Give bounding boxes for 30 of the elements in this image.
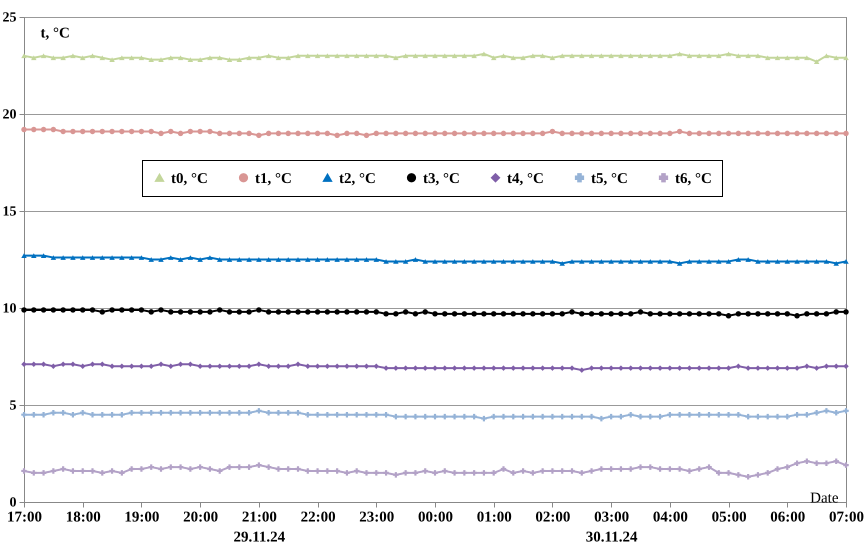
x-tick-label: 07:00: [829, 510, 864, 526]
x-tick-label: 00:00: [418, 510, 453, 526]
legend-label: t0, °C: [171, 170, 208, 187]
x-tick-label: 05:00: [712, 510, 747, 526]
y-tick-label: 10: [2, 302, 16, 316]
x-tick-label: 04:00: [652, 510, 688, 526]
x-tick-label: 06:00: [770, 510, 806, 526]
x-tick-label: 01:00: [476, 510, 512, 526]
x-tick-label: 23:00: [359, 510, 394, 526]
x-tick-label: 18:00: [66, 510, 101, 526]
x-tick-label: 21:00 29.11.24: [234, 510, 286, 546]
y-axis-title: t, °C: [40, 26, 70, 42]
legend-label: t6, °C: [675, 170, 712, 187]
x-tick-label: 20:00: [183, 510, 218, 526]
x-tick-label: 03:00 30.11.24: [586, 510, 638, 546]
y-tick-label: 25: [2, 10, 16, 26]
x-tick-label: 17:00: [7, 510, 42, 526]
y-tick-label: 0: [10, 496, 16, 510]
x-tick-label: 19:00: [124, 510, 160, 526]
y-tick-label: 20: [2, 108, 16, 122]
x-axis-title: Date: [810, 490, 839, 506]
x-tick-label: 02:00: [535, 510, 570, 526]
legend-label: t3, °C: [423, 170, 460, 187]
legend-label: t1, °C: [255, 170, 292, 187]
x-tick-label: 22:00: [300, 510, 336, 526]
y-tick-label: 15: [2, 204, 16, 220]
legend-label: t2, °C: [339, 170, 376, 187]
legend-label: t5, °C: [591, 170, 628, 187]
y-tick-label: 5: [10, 398, 16, 414]
legend-label: t4, °C: [507, 170, 544, 187]
